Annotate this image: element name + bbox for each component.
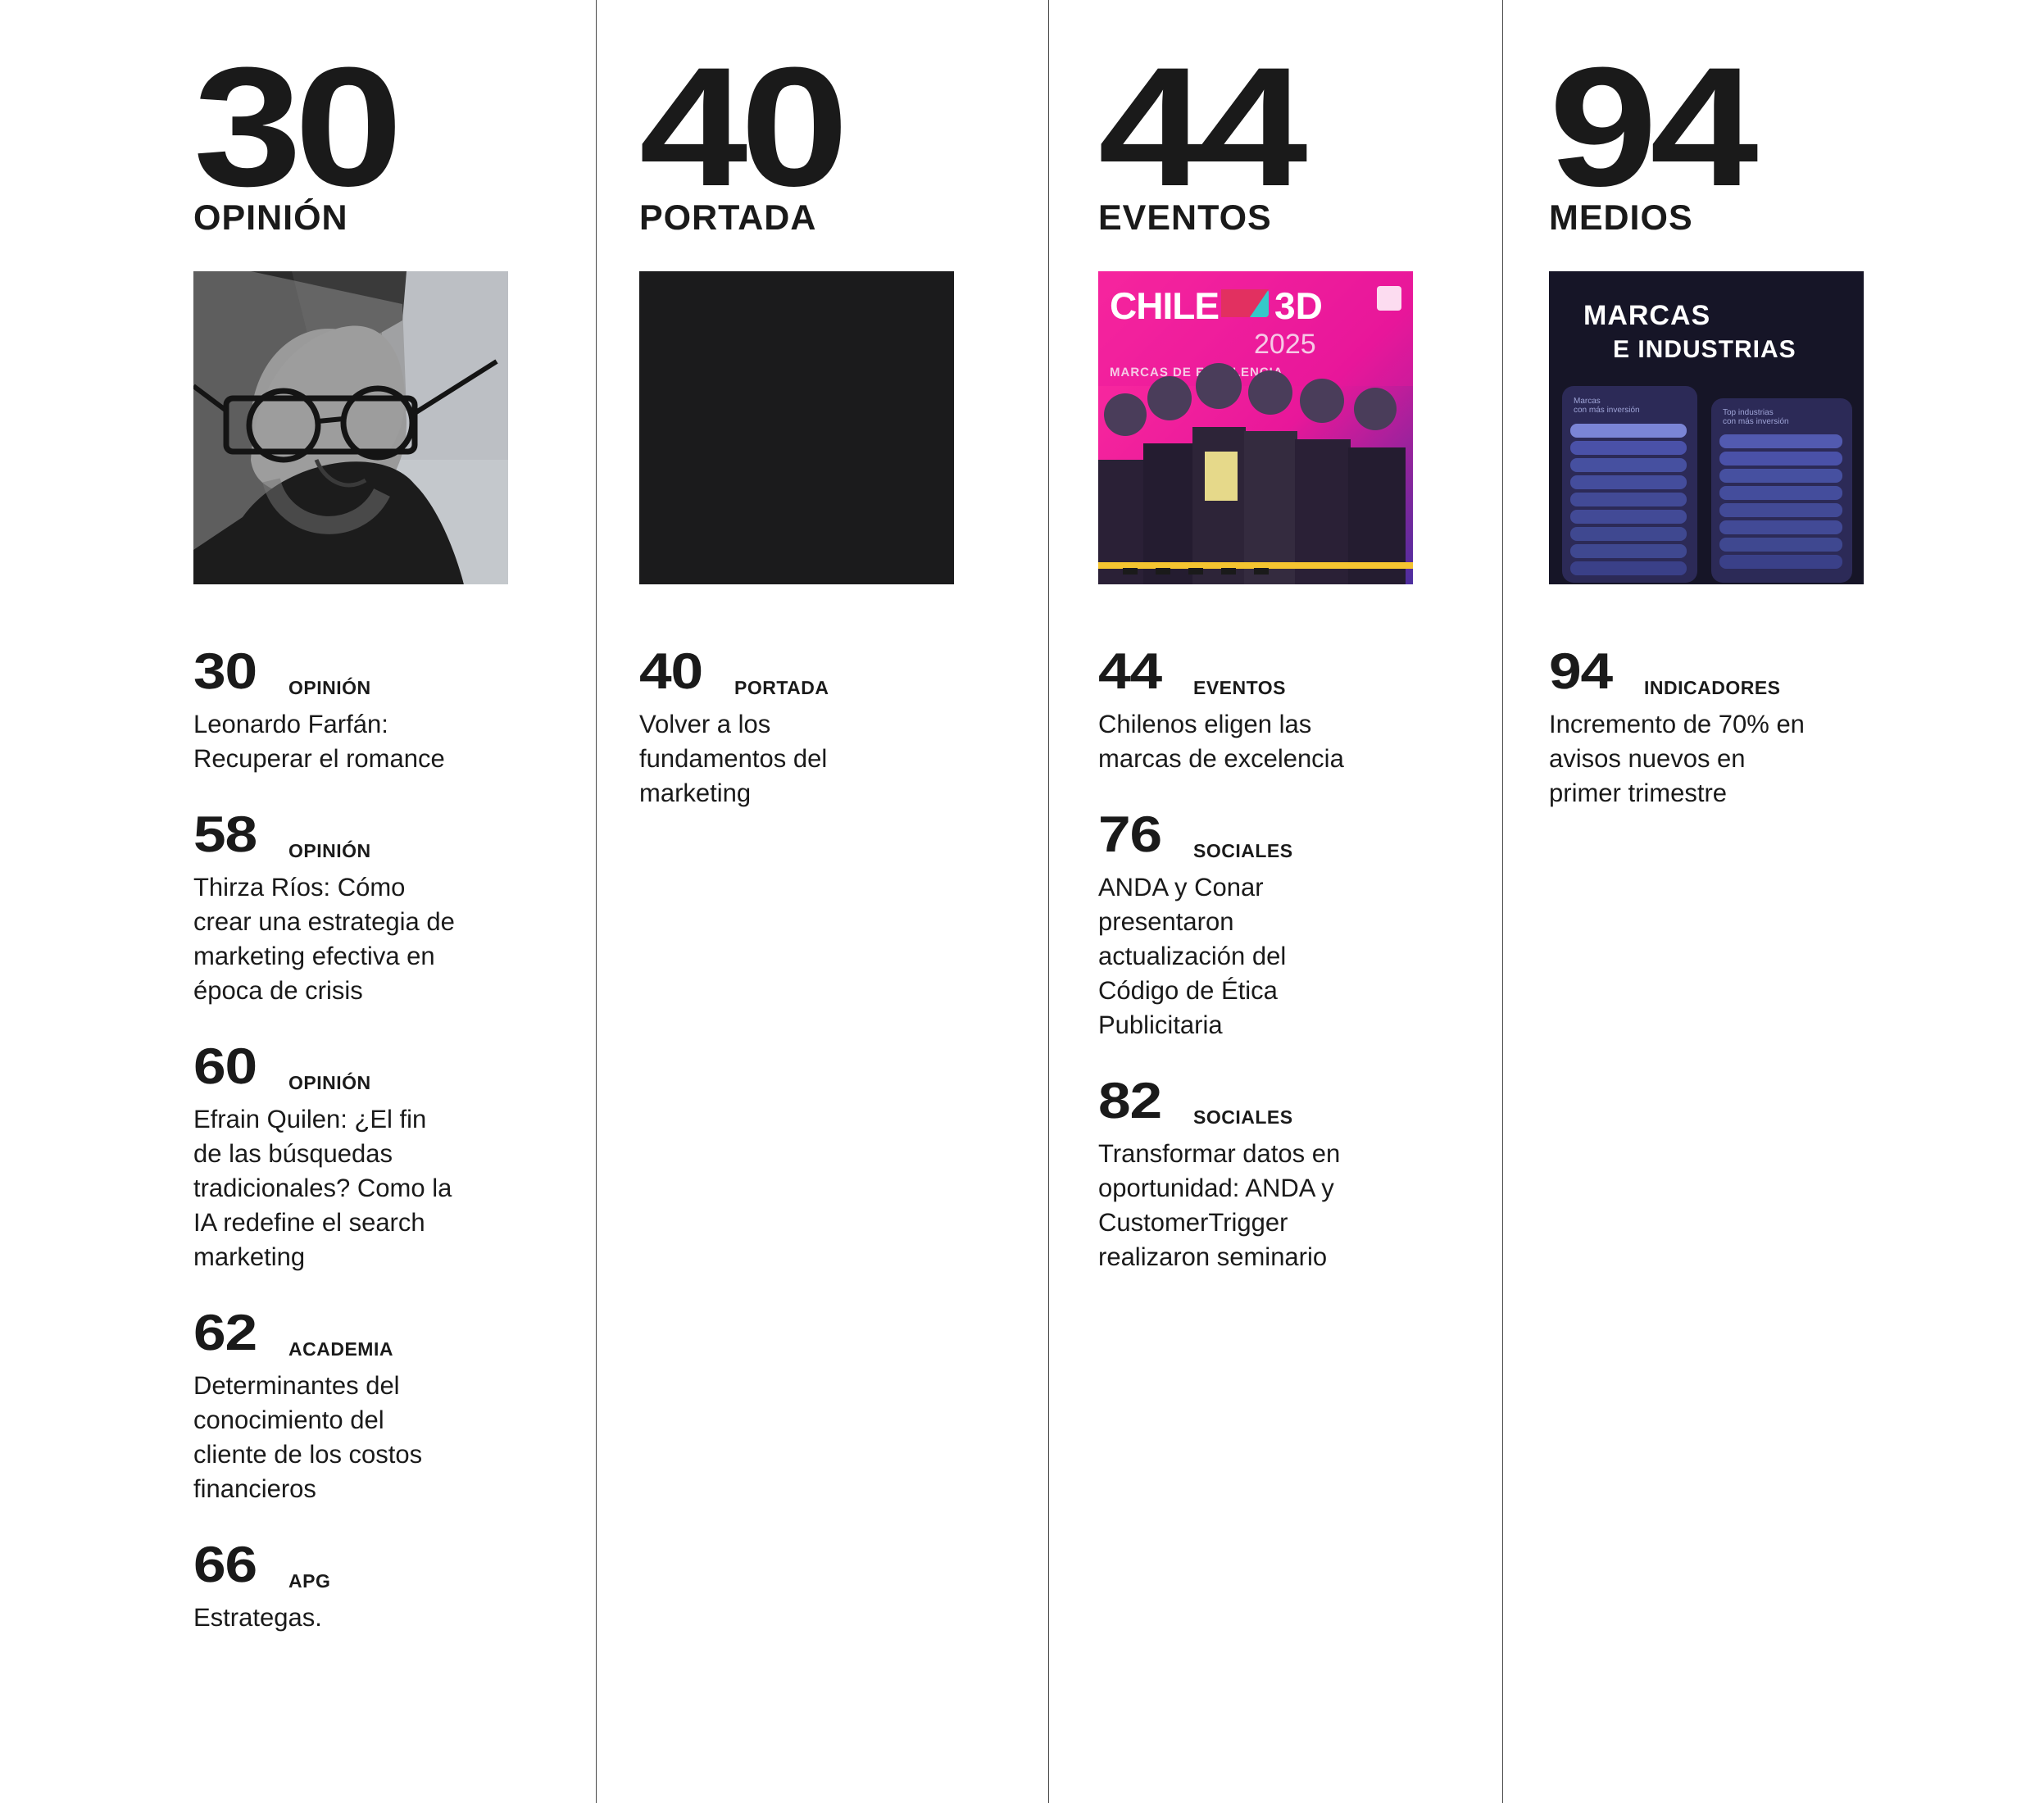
svg-text:76: 76 [1098, 806, 1161, 863]
svg-text:Marcas: Marcas [1574, 397, 1601, 406]
svg-text:40: 40 [639, 32, 841, 221]
svg-text:E INDUSTRIAS: E INDUSTRIAS [1613, 336, 1796, 363]
svg-text:94: 94 [1549, 32, 1758, 221]
svg-text:2025: 2025 [1254, 329, 1316, 360]
svg-text:60: 60 [193, 1038, 257, 1095]
svg-text:MARCAS: MARCAS [1583, 300, 1710, 331]
svg-text:62: 62 [193, 1305, 257, 1361]
svg-text:40: 40 [639, 643, 702, 700]
svg-text:con más inversión: con más inversión [1574, 406, 1640, 415]
svg-text:66: 66 [193, 1537, 257, 1593]
svg-text:CHILE: CHILE [1110, 284, 1219, 327]
svg-text:44: 44 [1098, 643, 1163, 700]
svg-text:30: 30 [193, 32, 395, 221]
svg-text:58: 58 [193, 806, 257, 863]
svg-text:con más inversión: con más inversión [1723, 417, 1789, 426]
svg-text:82: 82 [1098, 1073, 1161, 1129]
svg-text:Top industrias: Top industrias [1723, 408, 1774, 417]
svg-text:94: 94 [1549, 643, 1614, 700]
svg-text:3D: 3D [1274, 284, 1323, 327]
svg-text:44: 44 [1098, 32, 1307, 221]
svg-text:30: 30 [193, 643, 257, 700]
